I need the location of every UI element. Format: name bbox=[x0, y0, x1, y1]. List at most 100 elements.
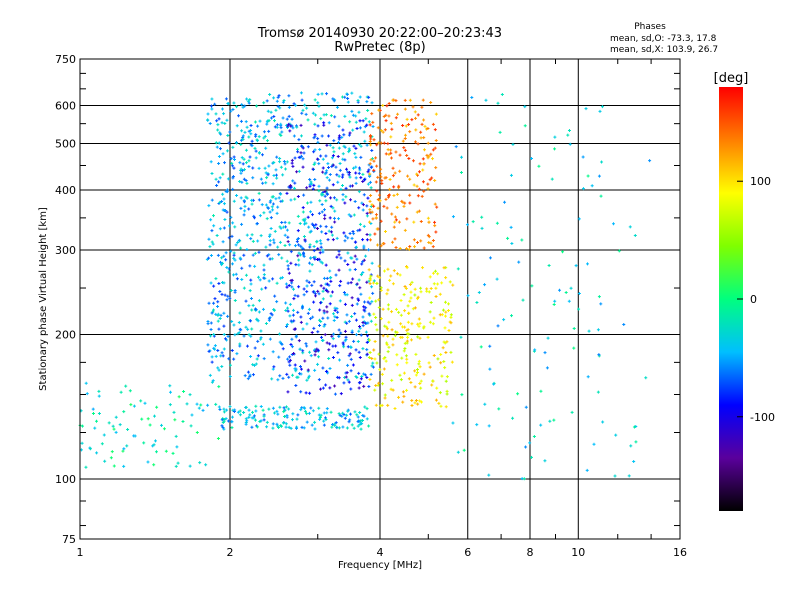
data-point bbox=[299, 91, 303, 95]
data-point bbox=[318, 251, 322, 255]
data-point bbox=[325, 407, 329, 411]
data-point bbox=[232, 323, 236, 327]
data-point bbox=[376, 126, 380, 130]
data-point bbox=[426, 156, 430, 160]
data-point bbox=[377, 298, 381, 302]
data-point bbox=[511, 416, 515, 420]
data-point bbox=[232, 101, 236, 105]
data-point bbox=[376, 175, 380, 179]
data-point bbox=[421, 266, 425, 270]
data-point bbox=[321, 166, 325, 170]
data-point bbox=[367, 95, 371, 99]
data-point bbox=[311, 167, 315, 171]
data-point bbox=[254, 362, 258, 366]
data-point bbox=[231, 415, 235, 419]
data-point bbox=[227, 270, 231, 274]
data-point bbox=[511, 142, 515, 146]
data-point bbox=[325, 276, 329, 280]
data-point bbox=[312, 136, 316, 140]
data-point bbox=[429, 300, 433, 304]
data-point bbox=[392, 225, 396, 229]
data-point bbox=[418, 321, 422, 325]
data-point bbox=[393, 220, 397, 224]
data-point bbox=[308, 243, 312, 247]
data-point bbox=[361, 418, 365, 422]
data-point bbox=[375, 328, 379, 332]
data-point bbox=[256, 354, 260, 358]
data-point bbox=[380, 181, 384, 185]
data-point bbox=[329, 410, 333, 414]
data-point bbox=[189, 424, 193, 428]
data-point bbox=[354, 181, 358, 185]
data-point bbox=[317, 184, 321, 188]
data-point bbox=[413, 401, 417, 405]
data-point bbox=[543, 351, 547, 355]
data-point bbox=[325, 176, 329, 180]
data-point bbox=[241, 105, 245, 109]
data-point bbox=[275, 281, 279, 285]
data-point bbox=[389, 274, 393, 278]
data-point bbox=[209, 321, 213, 325]
data-point bbox=[312, 183, 316, 187]
data-point bbox=[433, 224, 437, 228]
data-point bbox=[355, 282, 359, 286]
data-point bbox=[449, 350, 453, 354]
data-point bbox=[344, 375, 348, 379]
data-point bbox=[597, 174, 601, 178]
data-point bbox=[416, 322, 420, 326]
data-point bbox=[341, 128, 345, 132]
data-point bbox=[363, 178, 367, 182]
data-point bbox=[419, 400, 423, 404]
data-point bbox=[280, 276, 284, 280]
data-point bbox=[345, 321, 349, 325]
data-point bbox=[244, 325, 248, 329]
data-point bbox=[353, 152, 357, 156]
data-point bbox=[232, 158, 236, 162]
data-point bbox=[152, 463, 156, 467]
data-point bbox=[405, 266, 409, 270]
data-point bbox=[363, 373, 367, 377]
data-point bbox=[313, 98, 317, 102]
data-point bbox=[221, 172, 225, 176]
data-point bbox=[238, 409, 242, 413]
data-point bbox=[357, 171, 361, 175]
data-point bbox=[398, 246, 402, 250]
cluster-x-trace-lower bbox=[367, 264, 455, 410]
data-point bbox=[210, 171, 214, 175]
data-point bbox=[317, 378, 321, 382]
data-point bbox=[328, 143, 332, 147]
data-point bbox=[257, 299, 261, 303]
data-point bbox=[195, 430, 199, 434]
data-point bbox=[276, 245, 280, 249]
data-point bbox=[349, 198, 353, 202]
data-point bbox=[287, 407, 291, 411]
data-point bbox=[227, 141, 231, 145]
data-point bbox=[282, 99, 286, 103]
data-point bbox=[278, 332, 282, 336]
data-point bbox=[402, 371, 406, 375]
data-point bbox=[245, 419, 249, 423]
data-point bbox=[210, 311, 214, 315]
data-point bbox=[347, 147, 351, 151]
data-point bbox=[362, 305, 366, 309]
x-tick-label: 10 bbox=[571, 546, 585, 559]
data-point bbox=[408, 244, 412, 248]
data-point bbox=[255, 104, 259, 108]
data-point bbox=[337, 426, 341, 430]
data-point bbox=[309, 354, 313, 358]
data-point bbox=[214, 354, 218, 358]
data-point bbox=[233, 288, 237, 292]
data-point bbox=[212, 332, 216, 336]
y-tick-label: 600 bbox=[55, 100, 76, 113]
data-point bbox=[354, 318, 358, 322]
data-point bbox=[383, 128, 387, 132]
data-point bbox=[376, 383, 380, 387]
data-point bbox=[305, 378, 309, 382]
data-point bbox=[232, 273, 236, 277]
data-point bbox=[333, 220, 337, 224]
data-point bbox=[248, 264, 252, 268]
data-point bbox=[289, 198, 293, 202]
data-point bbox=[446, 308, 450, 312]
data-point bbox=[391, 98, 395, 102]
data-point bbox=[207, 349, 211, 353]
